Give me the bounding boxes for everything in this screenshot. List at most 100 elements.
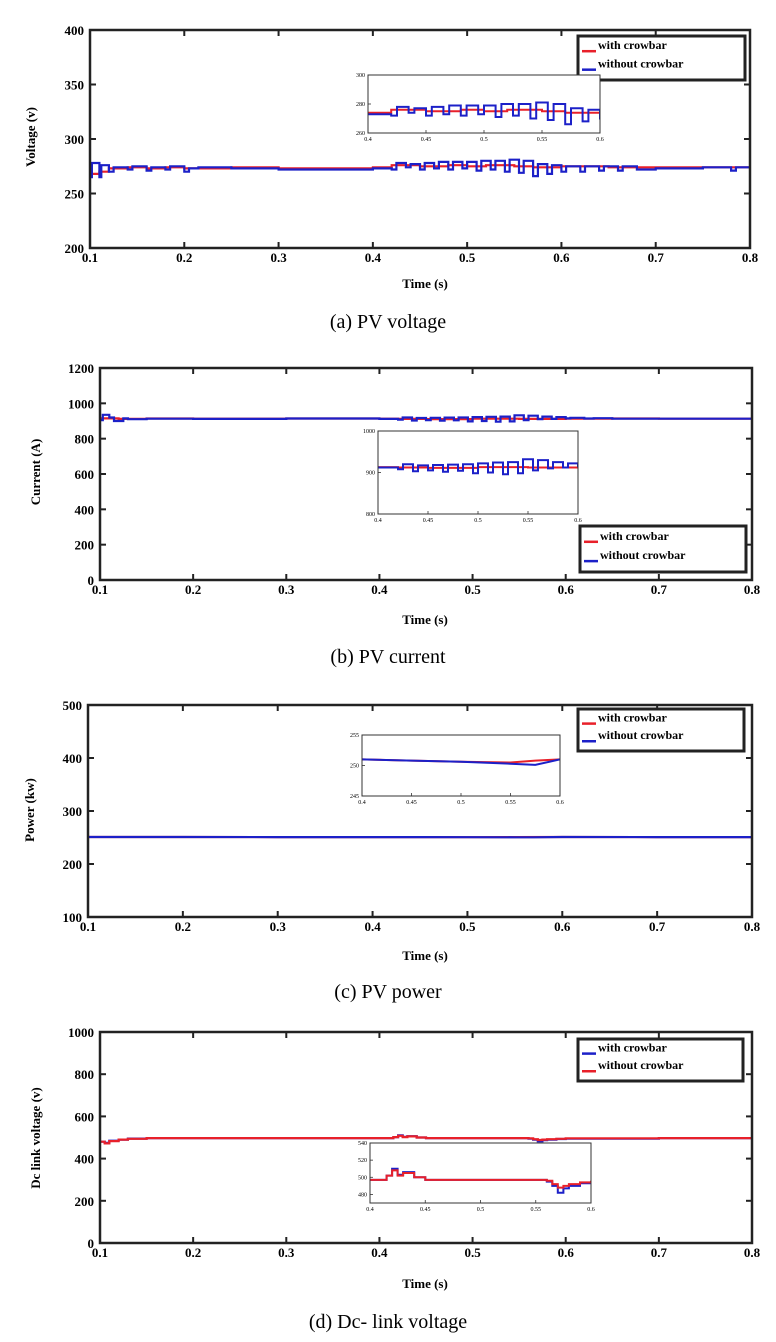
- inset-x-tick-label: 0.55: [523, 518, 534, 524]
- legend-label: without crowbar: [600, 548, 686, 562]
- inset-plot: 0.4 0.45 0.5 0.55 0.6 800 900 1000: [363, 429, 582, 524]
- y-tick-label: 300: [65, 132, 85, 147]
- chart-panel-3: 0.1 0.2 0.3 0.4 0.5 0.6 0.7 0.8 100 200 300 400 500 T…: [22, 698, 761, 1003]
- x-tick-label: 0.6: [554, 919, 571, 934]
- x-axis-label: Time (s): [402, 612, 448, 627]
- legend-box: [576, 707, 746, 753]
- y-tick-label: 250: [65, 187, 85, 202]
- inset-x-tick-label: 0.55: [537, 137, 548, 143]
- legend-label: without crowbar: [598, 728, 684, 742]
- x-tick-label: 0.7: [651, 582, 668, 597]
- legend-label: without crowbar: [598, 57, 684, 71]
- x-tick-label: 0.2: [185, 582, 201, 597]
- inset-x-tick-label: 0.4: [366, 1207, 374, 1213]
- y-tick-label: 600: [75, 1109, 95, 1124]
- x-tick-label: 0.7: [651, 1245, 668, 1260]
- inset-series-line: [362, 758, 560, 766]
- y-axis-label: Voltage (v): [23, 107, 38, 167]
- y-tick-label: 800: [75, 432, 95, 447]
- x-tick-label: 0.5: [464, 1245, 481, 1260]
- x-tick-label: 0.1: [82, 250, 98, 265]
- legend: with crowbar without crowbar: [576, 1037, 745, 1083]
- inset-y-tick-label: 1000: [363, 429, 375, 435]
- x-tick-label: 0.4: [365, 250, 382, 265]
- y-tick-label: 400: [75, 1152, 95, 1167]
- x-tick-label: 0.2: [175, 919, 191, 934]
- inset-x-tick-label: 0.6: [596, 137, 604, 143]
- x-tick-label: 0.2: [176, 250, 192, 265]
- y-tick-label: 400: [63, 751, 83, 766]
- inset-y-tick-label: 280: [356, 102, 365, 108]
- inset-x-tick-label: 0.6: [587, 1207, 595, 1213]
- y-tick-label: 200: [65, 241, 85, 256]
- legend: with crowbar without crowbar: [576, 707, 746, 753]
- inset-y-tick-label: 900: [366, 471, 375, 477]
- inset-background: [362, 735, 560, 796]
- y-tick-label: 200: [75, 538, 95, 553]
- inset-plot: 0.4 0.45 0.5 0.55 0.6 480 500 520 540: [358, 1141, 595, 1213]
- legend-box: [578, 524, 748, 574]
- inset-x-tick-label: 0.55: [531, 1207, 542, 1213]
- y-tick-label: 0: [88, 573, 95, 588]
- x-tick-label: 0.6: [558, 1245, 575, 1260]
- x-tick-label: 0.6: [558, 582, 575, 597]
- inset-x-tick-label: 0.4: [364, 137, 372, 143]
- legend-label: with crowbar: [600, 529, 669, 543]
- inset-plot: 0.4 0.45 0.5 0.55 0.6 245 250 255: [350, 733, 564, 806]
- series-line-2: [100, 413, 752, 423]
- series-line-2: [90, 158, 750, 179]
- inset-x-tick-label: 0.4: [374, 518, 382, 524]
- axes-box: [98, 1030, 754, 1245]
- figure-caption: (d) Dc- link voltage: [309, 1311, 467, 1333]
- x-tick-label: 0.5: [459, 919, 476, 934]
- figure-caption: (b) PV current: [330, 646, 446, 668]
- x-axis-label: Time (s): [402, 1276, 448, 1291]
- inset-series-line: [368, 101, 600, 126]
- x-tick-label: 0.8: [744, 919, 761, 934]
- y-tick-label: 200: [75, 1194, 95, 1209]
- inset-x-tick-label: 0.45: [420, 1207, 431, 1213]
- series-line-2: [100, 1134, 752, 1145]
- y-tick-label: 100: [63, 910, 83, 925]
- inset-series-line: [370, 1169, 591, 1189]
- inset-y-tick-label: 260: [356, 131, 365, 137]
- chart-panel-4: 0.1 0.2 0.3 0.4 0.5 0.6 0.7 0.8 0 200 400 600 800 100…: [28, 1025, 761, 1333]
- x-tick-label: 0.5: [464, 582, 481, 597]
- y-tick-label: 400: [75, 502, 95, 517]
- legend-box: [576, 34, 747, 82]
- x-tick-label: 0.2: [185, 1245, 201, 1260]
- y-tick-label: 600: [75, 467, 95, 482]
- x-axis-label: Time (s): [402, 276, 448, 291]
- inset-x-tick-label: 0.45: [406, 800, 417, 806]
- y-tick-label: 1000: [68, 396, 94, 411]
- inset-y-tick-label: 250: [350, 764, 359, 770]
- inset-x-tick-label: 0.5: [474, 518, 482, 524]
- x-tick-label: 0.4: [364, 919, 381, 934]
- x-tick-label: 0.3: [278, 1245, 295, 1260]
- x-tick-label: 0.4: [371, 1245, 388, 1260]
- y-axis-label: Dc link voltage (v): [28, 1087, 43, 1188]
- inset-x-tick-label: 0.45: [423, 518, 434, 524]
- x-tick-label: 0.8: [744, 1245, 761, 1260]
- y-tick-label: 300: [63, 804, 83, 819]
- inset-y-tick-label: 540: [358, 1141, 367, 1147]
- x-tick-label: 0.5: [459, 250, 476, 265]
- y-tick-label: 350: [65, 78, 85, 93]
- inset-y-tick-label: 500: [358, 1175, 367, 1181]
- inset-x-tick-label: 0.5: [457, 800, 465, 806]
- y-axis-label: Power (kw): [22, 778, 37, 842]
- y-tick-label: 800: [75, 1067, 95, 1082]
- x-tick-label: 0.1: [92, 582, 108, 597]
- inset-x-tick-label: 0.5: [480, 137, 488, 143]
- legend: with crowbar without crowbar: [578, 524, 748, 574]
- y-tick-label: 1200: [68, 361, 94, 376]
- inset-series-line: [378, 458, 578, 476]
- x-tick-label: 0.1: [80, 919, 96, 934]
- inset-y-tick-label: 520: [358, 1158, 367, 1164]
- inset-y-tick-label: 255: [350, 733, 359, 739]
- inset-y-tick-label: 800: [366, 512, 375, 518]
- y-tick-label: 500: [63, 698, 83, 713]
- legend-label: with crowbar: [598, 38, 667, 52]
- legend-label: with crowbar: [598, 1041, 667, 1055]
